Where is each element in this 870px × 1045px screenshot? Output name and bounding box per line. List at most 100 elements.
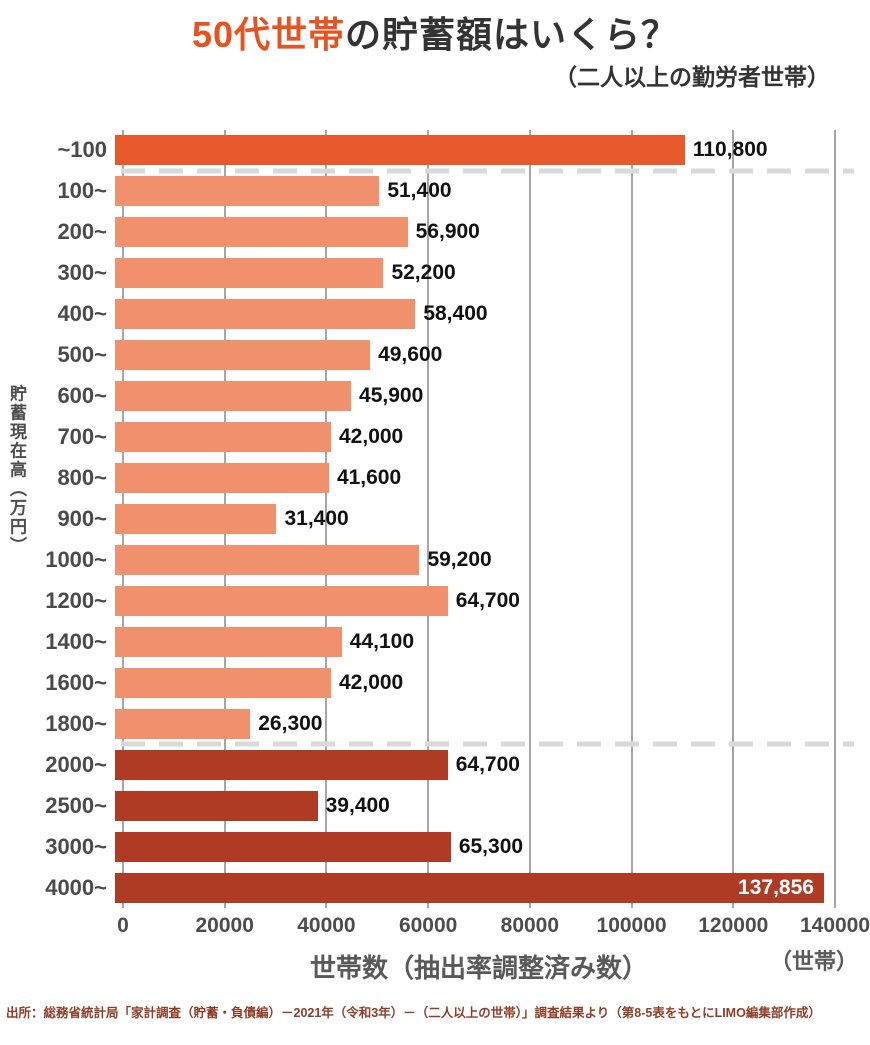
category-label: 500~ bbox=[57, 342, 107, 368]
page-title-rest: の貯蓄額はいくら？ bbox=[345, 14, 679, 55]
bar bbox=[115, 872, 824, 903]
x-tick-label: 0 bbox=[117, 914, 129, 937]
bar-track: 59,200 bbox=[115, 540, 835, 581]
bar-row: 1000~ 59,200 bbox=[0, 540, 835, 581]
category-label: 300~ bbox=[57, 260, 107, 286]
bar bbox=[115, 422, 331, 453]
bar-value-label: 41,600 bbox=[336, 466, 402, 490]
bar-track: 52,200 bbox=[115, 253, 835, 294]
category-label: 1200~ bbox=[45, 587, 107, 613]
x-tick-label: 140000 bbox=[799, 914, 870, 937]
bar-row: 1200~ 64,700 bbox=[0, 580, 835, 621]
bar bbox=[115, 504, 277, 535]
bar bbox=[115, 217, 408, 248]
category-label: 4000~ bbox=[45, 874, 107, 900]
category-label: ~100 bbox=[57, 137, 107, 163]
x-tick-label: 120000 bbox=[698, 914, 769, 937]
category-label: 3000~ bbox=[45, 833, 107, 859]
bar-value-label: 49,600 bbox=[378, 343, 443, 367]
bar bbox=[115, 749, 448, 780]
bar-row: 800~ 41,600 bbox=[0, 458, 835, 499]
bar bbox=[115, 381, 352, 412]
bar-track: 58,400 bbox=[115, 294, 835, 335]
bar bbox=[115, 135, 685, 166]
bar-row: 500~ 49,600 bbox=[0, 335, 835, 376]
page-title-highlight: 50代世帯 bbox=[191, 14, 346, 55]
bar-value-label: 65,300 bbox=[458, 834, 524, 858]
bar bbox=[115, 708, 251, 739]
bar-row: 2500~ 39,400 bbox=[0, 785, 835, 826]
bar-track: 31,400 bbox=[115, 499, 835, 540]
bar-value-label: 42,000 bbox=[339, 425, 404, 449]
category-label: 1800~ bbox=[45, 710, 107, 736]
bar-row: 100~ 51,400 bbox=[0, 171, 835, 212]
bar-row: 900~ 31,400 bbox=[0, 499, 835, 540]
x-tick-label: 40000 bbox=[297, 914, 356, 937]
bar bbox=[115, 790, 318, 821]
source-footnote: 出所：総務省統計局「家計調査（貯蓄・負債編）－2021年（令和3年）－（二人以上… bbox=[6, 1006, 821, 1020]
bar-value-label: 26,300 bbox=[258, 711, 323, 735]
page-title: 50代世帯の貯蓄額はいくら？ bbox=[0, 6, 870, 58]
bar-row: 4000~ 137,856 bbox=[0, 867, 835, 908]
category-label: 600~ bbox=[57, 383, 107, 409]
bar-track: 41,600 bbox=[115, 458, 835, 499]
bar-row: 400~ 58,400 bbox=[0, 294, 835, 335]
bar-value-label: 110,800 bbox=[692, 138, 768, 162]
bar bbox=[115, 831, 451, 862]
bar-track: 49,600 bbox=[115, 335, 835, 376]
x-axis-label: 世帯数（抽出率調整済み数） bbox=[309, 953, 648, 983]
bar bbox=[115, 258, 384, 289]
bar bbox=[115, 545, 420, 575]
bar-row: 2000~ 64,700 bbox=[0, 744, 835, 785]
bar bbox=[115, 340, 371, 371]
bar-value-label: 45,900 bbox=[359, 384, 424, 408]
bar-value-label: 44,100 bbox=[349, 629, 415, 653]
gridline bbox=[834, 130, 836, 908]
bar-value-label: 39,400 bbox=[325, 793, 390, 817]
bar-value-label: 52,200 bbox=[391, 261, 456, 285]
category-label: 1400~ bbox=[45, 628, 107, 654]
category-label: 100~ bbox=[57, 178, 107, 204]
bar-row: 700~ 42,000 bbox=[0, 417, 835, 458]
x-axis-unit: （世帯） bbox=[769, 949, 858, 974]
category-label: 200~ bbox=[57, 219, 107, 245]
x-tick-label: 100000 bbox=[596, 914, 667, 937]
bar-track: 51,400 bbox=[115, 171, 835, 212]
bar-track: 110,800 bbox=[115, 130, 835, 171]
bar-track: 39,400 bbox=[115, 785, 835, 826]
bar-row: ~100 110,800 bbox=[0, 130, 835, 171]
x-tick-label: 20000 bbox=[195, 914, 254, 937]
bar-track: 137,856 bbox=[115, 867, 835, 908]
category-label: 2000~ bbox=[45, 751, 107, 777]
category-label: 800~ bbox=[57, 465, 107, 491]
bar-value-label: 51,400 bbox=[387, 179, 452, 203]
bar bbox=[115, 299, 416, 330]
gridline bbox=[630, 130, 633, 908]
category-label: 1000~ bbox=[45, 547, 107, 572]
category-label: 900~ bbox=[57, 506, 107, 532]
y-axis-title: 貯蓄現在高（万円） bbox=[7, 384, 26, 556]
bar-row: 600~ 45,900 bbox=[0, 376, 835, 417]
x-axis-ticks: 0 20000 40000 60000 80000 100000 120000 140000 bbox=[117, 914, 870, 942]
dashed-separator bbox=[121, 168, 855, 174]
bar-value-label: 59,200 bbox=[427, 548, 492, 571]
bar-track: 64,700 bbox=[115, 744, 835, 785]
bar-track: 44,100 bbox=[115, 621, 835, 662]
bar bbox=[115, 463, 329, 494]
bar bbox=[115, 667, 331, 698]
bar-track: 42,000 bbox=[115, 417, 835, 458]
bar-row: 3000~ 65,300 bbox=[0, 826, 835, 867]
bar-value-label: 64,700 bbox=[455, 752, 520, 776]
category-label: 2500~ bbox=[45, 792, 107, 818]
category-label: 700~ bbox=[57, 424, 107, 450]
bar-value-label: 137,856 bbox=[738, 875, 814, 899]
bar-row: 1400~ 44,100 bbox=[0, 621, 835, 662]
gridline bbox=[528, 130, 531, 908]
bar-track: 56,900 bbox=[115, 212, 835, 253]
bar-row: 300~ 52,200 bbox=[0, 253, 835, 294]
bar-track: 65,300 bbox=[115, 826, 835, 867]
category-label: 400~ bbox=[57, 301, 107, 327]
bar-rows: ~100 110,800 100~ 51,400 200~ 56,900 300~ 52,20… bbox=[0, 130, 835, 908]
bar-track: 45,900 bbox=[115, 376, 835, 417]
